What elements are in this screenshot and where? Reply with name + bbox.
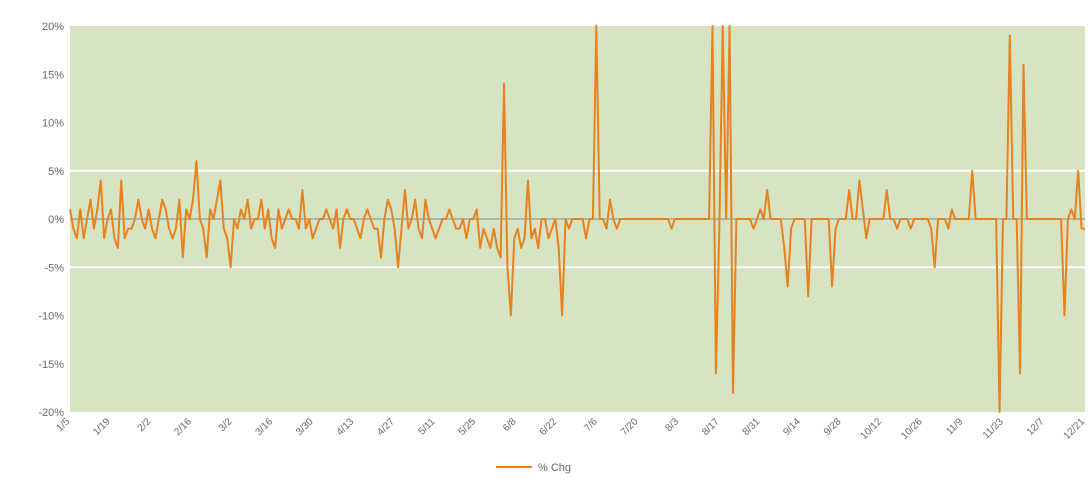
x-tick-label: 7/20	[619, 416, 641, 438]
x-tick-label: 12/21	[1062, 416, 1088, 442]
x-tick-label: 6/22	[538, 416, 560, 438]
x-tick-label: 5/11	[416, 416, 437, 437]
x-tick-label: 8/3	[664, 416, 682, 434]
series-line	[69, 25, 1085, 413]
x-tick-label: 2/2	[136, 416, 154, 434]
x-tick-label: 10/26	[899, 416, 925, 442]
x-tick-label: 3/16	[254, 416, 276, 438]
y-tick-label: 10%	[42, 118, 64, 130]
x-tick-label: 8/17	[700, 416, 722, 438]
x-tick-label: 9/28	[822, 416, 844, 438]
x-tick-label: 4/27	[375, 416, 397, 438]
y-tick-label: 20%	[42, 21, 64, 33]
x-tick-label: 10/12	[859, 416, 885, 442]
y-tick-label: 5%	[48, 166, 64, 178]
y-tick-label: -10%	[38, 311, 64, 323]
y-tick-label: -5%	[44, 262, 64, 274]
x-tick-label: 11/9	[944, 416, 965, 437]
x-tick-label: 12/7	[1025, 416, 1047, 438]
x-tick-label: 3/30	[294, 416, 316, 438]
x-tick-label: 8/31	[741, 416, 763, 438]
x-tick-label: 3/2	[217, 416, 235, 434]
y-tick-label: -15%	[38, 359, 64, 371]
x-tick-label: 6/8	[501, 416, 519, 434]
x-tick-label: 1/19	[91, 416, 113, 438]
series-layer	[69, 25, 1085, 413]
y-tick-label: 15%	[42, 69, 64, 81]
x-tick-label: 9/14	[781, 416, 803, 438]
legend: % Chg	[496, 462, 571, 474]
legend-label: % Chg	[538, 462, 571, 474]
x-tick-label: 11/23	[981, 416, 1006, 441]
x-tick-label: 2/16	[172, 416, 194, 438]
x-tick-label: 4/13	[335, 416, 357, 438]
x-tick-label: 7/6	[582, 416, 600, 434]
x-tick-label: 5/25	[457, 416, 479, 438]
x-axis-ticks: 1/5 1/19 2/2 2/16 3/2 3/16 3/30 4/13 4/27 5/11 5/2…	[55, 416, 1088, 442]
y-tick-label: -20%	[38, 407, 64, 419]
y-axis-ticks: 20% 15% 10% 5% 0% -5% -10% -15% -20%	[38, 21, 64, 419]
y-tick-label: 0%	[48, 214, 64, 226]
